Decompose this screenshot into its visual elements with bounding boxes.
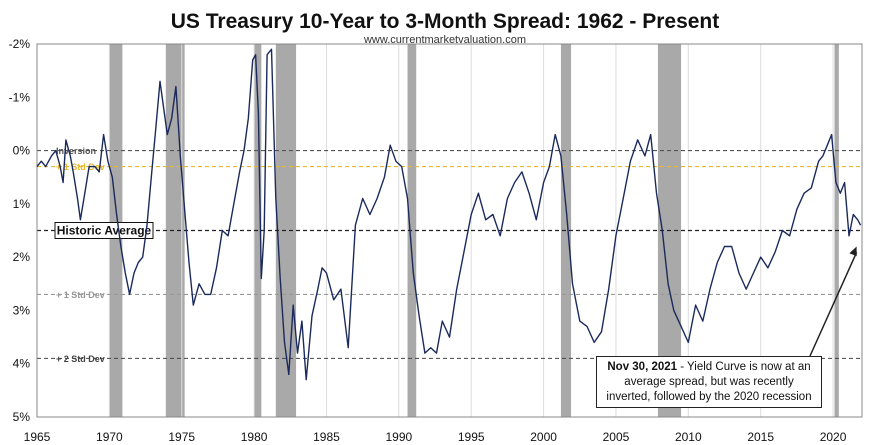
annotation-date: Nov 30, 2021: [607, 361, 678, 373]
y-tick-label: 4%: [13, 357, 31, 371]
x-axis-ticks: 1965 1970 1975 1980 1985 1990 1995 2000 2005 2010…: [24, 430, 847, 444]
x-tick-label: 1975: [168, 430, 195, 444]
annotation-box: Nov 30, 2021 - Yield Curve is now at an …: [596, 356, 822, 408]
x-tick-label: 1985: [313, 430, 340, 444]
annotation-arrow-head: [849, 246, 857, 257]
reference-label: + 2 Std Dev: [56, 354, 105, 364]
chart-subtitle: www.currentmarketvaluation.com: [363, 34, 526, 46]
x-tick-label: 2015: [747, 430, 774, 444]
chart-title: US Treasury 10-Year to 3-Month Spread: 1…: [171, 10, 720, 33]
x-tick-label: 2010: [675, 430, 702, 444]
x-tick-label: 2000: [530, 430, 557, 444]
reference-label: + 1 Std Dev: [56, 162, 105, 172]
reference-lines: Inversion + 1 Std Dev Historic Average + 1 …: [37, 146, 862, 364]
y-axis-ticks: -2% -1% 0% 1% 2% 3% 4% 5%: [9, 37, 31, 424]
y-tick-label: 5%: [13, 410, 31, 424]
average-label-box: [54, 222, 154, 239]
y-tick-label: 2%: [13, 250, 31, 264]
annotation-arrow: [809, 246, 858, 357]
y-tick-label: 1%: [13, 197, 31, 211]
x-tick-label: 1990: [385, 430, 412, 444]
spread-series: [36, 48, 862, 381]
reference-label: Inversion: [56, 146, 96, 156]
average-label: Historic Average: [57, 224, 152, 238]
x-tick-label: 2020: [820, 430, 847, 444]
x-tick-label: 2005: [603, 430, 630, 444]
x-tick-label: 1995: [458, 430, 485, 444]
reference-label: + 1 Std Dev: [56, 290, 105, 300]
y-tick-label: 3%: [13, 303, 31, 317]
y-tick-label: -2%: [9, 37, 31, 51]
y-tick-label: 0%: [13, 144, 31, 158]
series-line: [36, 48, 862, 381]
x-tick-label: 1965: [24, 430, 51, 444]
recession-band: [560, 44, 572, 417]
recession-band: [165, 44, 185, 417]
x-tick-label: 1980: [241, 430, 268, 444]
x-tick-label: 1970: [96, 430, 123, 444]
annotation-text: - Yield Curve is now at an average sprea…: [606, 361, 812, 403]
annotation-arrow-line: [809, 252, 858, 357]
plot-frame: [36, 43, 863, 418]
y-tick-label: -1%: [9, 90, 31, 104]
